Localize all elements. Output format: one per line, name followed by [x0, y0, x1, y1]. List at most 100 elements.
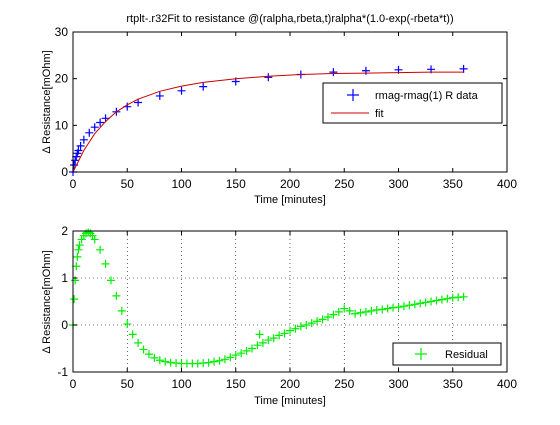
bottom-series-0-point	[150, 353, 159, 362]
top-series-0-point	[329, 68, 338, 77]
bottom-series-0-point	[90, 235, 99, 244]
top-x-ticks: 0 50 100 150 200 250 300 350 400	[70, 32, 517, 191]
top-y-ticks: 0 10 20 30	[55, 25, 507, 179]
bottom-series-0-point	[410, 300, 419, 309]
top-series-0-point	[134, 98, 143, 107]
bottom-series-0-point	[286, 326, 294, 335]
bottom-series-0-point	[161, 357, 170, 366]
bottom-series-0-point	[258, 338, 267, 347]
top-legend: rmag-rmag(1) R data fit	[322, 82, 503, 124]
top-series-0-point	[96, 118, 105, 127]
bottom-series-0-point	[367, 306, 376, 315]
bottom-series-0-point	[237, 349, 246, 358]
bottom-x-tick-label: 0	[70, 377, 77, 391]
bottom-y-tick-label: 1	[61, 271, 68, 285]
top-series-0-point	[90, 123, 99, 132]
bottom-x-tick-label: 100	[171, 377, 191, 391]
bottom-series-0-point	[280, 329, 289, 338]
bottom-grid	[73, 231, 507, 372]
bottom-series-0-point	[394, 303, 403, 312]
bottom-series-0-point	[75, 241, 84, 250]
top-y-axis-label: Δ Resistance[mOhm]	[41, 50, 53, 153]
top-series-0-point	[76, 141, 85, 150]
bottom-y-ticks: -1 0 1 2	[57, 224, 507, 379]
bottom-series-0-point	[427, 297, 436, 306]
bottom-series-0-point	[248, 344, 257, 353]
bottom-series-0-point	[220, 355, 229, 364]
top-series-0-point	[74, 146, 83, 155]
bottom-x-ticks: 0 50 100 150 200 250 300 350 400	[70, 231, 517, 391]
top-x-tick-label: 350	[443, 177, 463, 191]
bottom-legend-box	[392, 342, 502, 366]
top-panel: 0 50 100 150 200 250 300 350 400 0 10 20 30 rtplt-.…	[41, 13, 517, 206]
bottom-series-0-point	[459, 292, 468, 301]
top-series-0-markers	[69, 64, 468, 176]
bottom-series-0-point	[73, 252, 82, 261]
bottom-series-0-point	[275, 331, 284, 340]
legend-marker-data	[347, 89, 359, 101]
bottom-x-tick-label: 50	[121, 377, 135, 391]
bottom-series-0-point	[139, 345, 148, 354]
bottom-series-0-point	[307, 319, 316, 328]
bottom-series-0-point	[215, 356, 224, 365]
top-x-tick-label: 250	[334, 177, 354, 191]
bottom-annotation-point-0	[255, 330, 264, 339]
top-x-tick-label: 150	[226, 177, 246, 191]
top-y-tick-label: 10	[55, 118, 69, 132]
top-series-0-point	[199, 82, 208, 91]
legend-label-fit: fit	[375, 108, 384, 120]
bottom-series-0-point	[101, 259, 110, 268]
bottom-series-0-point	[345, 306, 354, 315]
bottom-series-0-point	[318, 315, 327, 324]
bottom-series-0-markers	[69, 228, 468, 368]
bottom-y-tick-label: 2	[61, 224, 68, 238]
bottom-legend: Residual	[392, 342, 502, 366]
top-x-axis-label: Time [minutes]	[254, 194, 326, 206]
bottom-series-0-point	[106, 276, 115, 285]
bottom-series-layer	[69, 228, 468, 368]
bottom-y-tick-label: -1	[57, 365, 68, 379]
bottom-series-0-point	[356, 308, 365, 317]
bottom-series-0-point	[399, 302, 408, 311]
bottom-series-0-point	[210, 357, 219, 366]
bottom-series-0-point	[123, 320, 132, 329]
bottom-series-0-point	[96, 245, 105, 254]
bottom-series-0-point	[329, 310, 338, 319]
top-chart-title: rtplt-.r32Fit to resistance @(ralpha,rbe…	[126, 13, 453, 25]
bottom-series-0-point	[144, 350, 153, 359]
bottom-series-0-point	[421, 298, 430, 307]
bottom-x-axis-label: Time [minutes]	[254, 395, 326, 407]
bottom-series-0-point	[437, 295, 446, 304]
bottom-x-tick-label: 350	[443, 377, 463, 391]
top-series-layer	[69, 64, 468, 176]
bottom-series-0-point	[117, 306, 126, 315]
legend-label-data: rmag-rmag(1) R data	[375, 90, 479, 102]
top-x-tick-label: 300	[388, 177, 408, 191]
bottom-series-0-point	[383, 304, 392, 313]
top-series-0-point	[459, 64, 468, 73]
bottom-x-tick-label: 250	[334, 377, 354, 391]
legend-marker-residual	[415, 348, 427, 360]
bottom-series-0-point	[134, 338, 143, 347]
bottom-series-0-point	[242, 346, 251, 355]
top-x-tick-label: 200	[280, 177, 300, 191]
bottom-series-0-point	[443, 294, 452, 303]
top-x-tick-label: 0	[70, 177, 77, 191]
bottom-series-0-point	[296, 322, 305, 331]
top-y-tick-label: 20	[55, 72, 69, 86]
bottom-series-0-point	[72, 262, 81, 271]
bottom-series-0-point	[112, 291, 121, 300]
legend-label-residual: Residual	[445, 349, 488, 361]
bottom-series-0-point	[269, 334, 278, 343]
bottom-x-tick-label: 150	[226, 377, 246, 391]
bottom-series-0-point	[70, 295, 79, 304]
bottom-y-axis-label: Δ Resistance[mOhm]	[41, 250, 53, 353]
bottom-series-0-point	[361, 307, 370, 316]
top-x-tick-label: 400	[497, 177, 517, 191]
bottom-series-0-point	[231, 351, 240, 360]
bottom-series-0-point	[128, 330, 137, 339]
top-series-0-point	[155, 91, 164, 100]
bottom-y-tick-label: 0	[61, 318, 68, 332]
